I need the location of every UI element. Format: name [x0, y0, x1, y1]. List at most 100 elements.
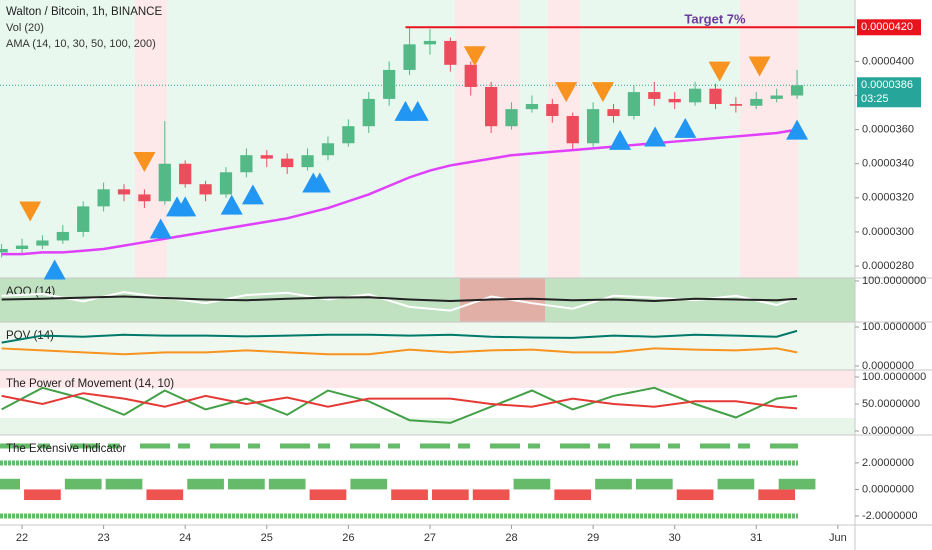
candle-body [342, 126, 355, 144]
candle-body [97, 189, 110, 207]
candle-body [240, 155, 253, 173]
indicator-bar [0, 478, 20, 490]
indicator-bar [513, 478, 551, 490]
indicator-bar [187, 478, 224, 490]
candle-body [770, 95, 783, 99]
y-tick-label: 2.0000000 [862, 457, 914, 469]
y-tick-label: 0.0000320 [862, 192, 914, 204]
y-tick-label: 0.0000340 [862, 158, 914, 170]
candle-body [750, 98, 763, 106]
candle-body [607, 109, 620, 116]
indicator-line [1, 329, 798, 344]
candle-body [525, 104, 539, 110]
buy-signal [241, 184, 264, 205]
x-tick-label: Jun [829, 532, 847, 544]
sell-signal [748, 56, 771, 77]
indicator-bar [391, 489, 428, 501]
candle-body [301, 155, 314, 168]
candle-body [362, 98, 375, 127]
y-tick-label: 0.0000280 [862, 260, 914, 272]
y-tick-label: 100.0000000 [862, 321, 926, 333]
candle-body [546, 104, 559, 116]
indicator-bar [431, 489, 469, 501]
x-tick-label: 23 [97, 532, 109, 544]
pom-band [0, 370, 855, 388]
candle-body [117, 189, 131, 195]
candle-body [464, 64, 477, 87]
x-tick-label: 31 [750, 532, 762, 544]
candle-body [281, 158, 294, 168]
candle-body [648, 92, 661, 99]
last-price-box [857, 77, 921, 108]
buy-signal [308, 172, 331, 193]
candle-body [15, 245, 29, 250]
candle-body [36, 240, 49, 246]
candle-body [485, 86, 498, 127]
ama-line [1, 128, 798, 256]
buy-signal [174, 196, 197, 217]
candle-body [403, 44, 416, 70]
y-tick-label: -2.0000000 [862, 510, 918, 522]
y-tick-label: 0.0000300 [862, 226, 914, 238]
y-tick-label: 0.0000000 [862, 360, 914, 372]
indicator-bar [24, 489, 61, 501]
candle-body [321, 143, 335, 156]
target-label: Target 7% [684, 12, 746, 27]
indicator-bar [758, 489, 796, 501]
panel-title: The Extensive Indicator [6, 443, 126, 455]
candle-body [77, 206, 90, 232]
x-tick-label: 30 [669, 532, 681, 544]
indicator-bar [472, 489, 510, 501]
sell-signal [463, 46, 486, 67]
sell-signal [19, 201, 42, 222]
indicator-bar [228, 478, 265, 490]
target-price-box [857, 19, 921, 36]
indicator-line [1, 295, 798, 302]
buy-signal [609, 129, 632, 150]
indicator-bar [105, 478, 143, 490]
candle-body [423, 40, 437, 45]
indicator-bar [268, 478, 306, 490]
candle-body [199, 184, 212, 195]
sell-signal [555, 82, 578, 103]
candle-body [138, 194, 151, 202]
candle-body [790, 85, 804, 96]
candle-body [260, 155, 273, 159]
indicator-bar [309, 489, 347, 501]
y-tick-label: 100.0000000 [862, 371, 926, 383]
indicator-bar [676, 489, 714, 501]
candle-body [729, 104, 743, 106]
x-tick-label: 28 [505, 532, 517, 544]
indicator-bar [350, 478, 388, 490]
candle-body [586, 109, 600, 144]
sell-signal [591, 82, 614, 103]
candle-body [444, 40, 457, 65]
countdown: 03:25 [861, 93, 889, 105]
x-tick-label: 24 [179, 532, 191, 544]
candle-body [627, 92, 641, 116]
buy-signal [149, 218, 172, 239]
buy-signal [674, 117, 697, 138]
candle-body [566, 115, 579, 144]
indicator-line [1, 347, 798, 356]
buy-signal [220, 194, 243, 215]
candle-body [688, 88, 702, 103]
candle-body [505, 109, 518, 127]
indicator-bar [64, 478, 102, 490]
candle-body [158, 163, 171, 202]
pov-background [0, 322, 855, 370]
legend-entry: AMA (14, 10, 30, 50, 100, 200) [6, 38, 156, 50]
y-tick-label: 0.0000400 [862, 55, 914, 67]
candle-body [668, 98, 681, 103]
x-tick-label: 25 [261, 532, 273, 544]
y-tick-label: 50.0000000 [862, 398, 920, 410]
buy-signal [43, 259, 66, 280]
last-price-label: 0.0000386 [861, 79, 913, 91]
candle-body [219, 172, 233, 195]
indicator-line [1, 386, 798, 424]
y-tick-label: 100.0000000 [862, 275, 926, 287]
y-tick-label: 0.0000000 [862, 483, 914, 495]
candle-body [709, 88, 722, 105]
sell-signal [133, 152, 156, 173]
signal-band [455, 0, 520, 278]
